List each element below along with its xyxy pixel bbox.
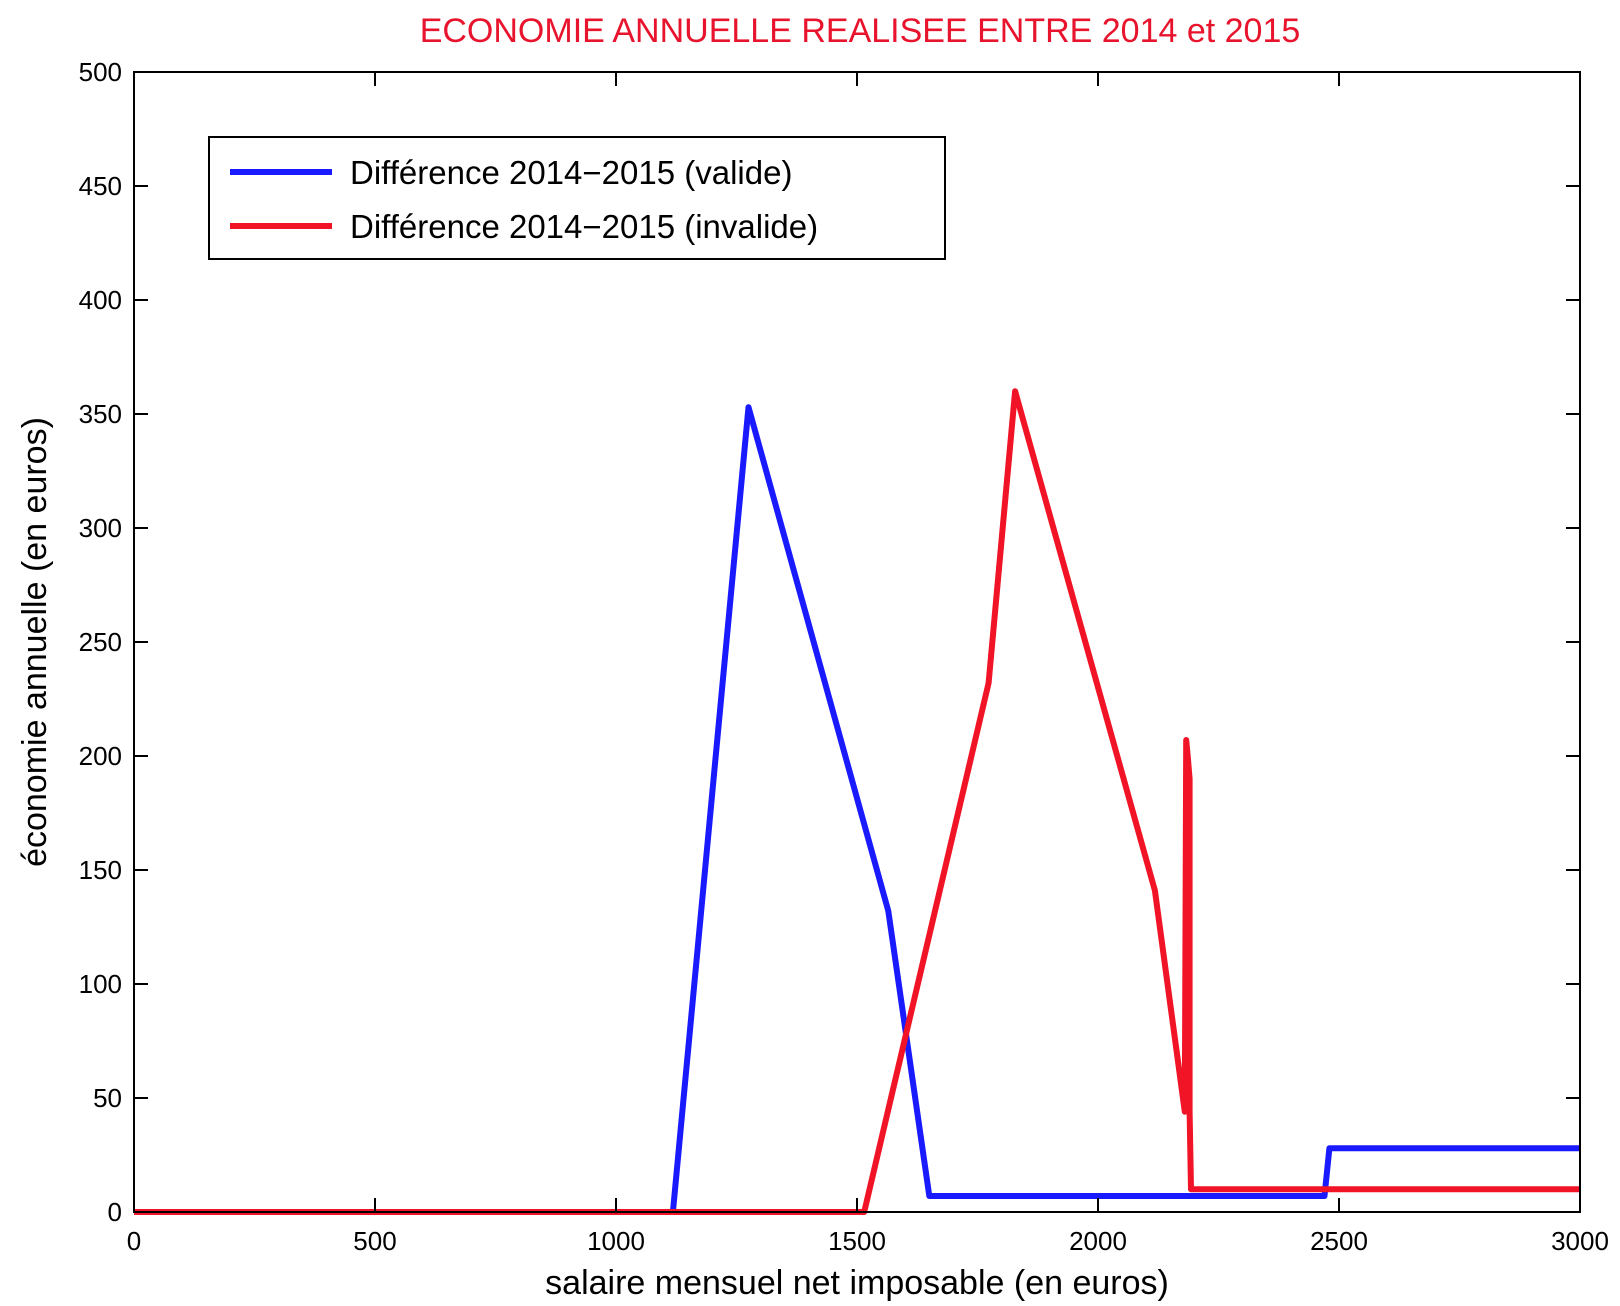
legend: Différence 2014−2015 (valide) Différence… — [208, 136, 946, 260]
axis-ticks: 0 500 1000 1500 2000 2500 3000 0 50 100 150 200 250 3… — [79, 57, 1609, 1256]
y-tick-label: 100 — [79, 969, 122, 999]
x-tick-label: 0 — [127, 1226, 141, 1256]
y-tick-label: 0 — [108, 1197, 122, 1227]
y-tick-label: 400 — [79, 285, 122, 315]
x-tick-label: 3000 — [1551, 1226, 1609, 1256]
y-tick-label: 200 — [79, 741, 122, 771]
legend-box — [208, 136, 946, 260]
y-tick-label: 50 — [93, 1083, 122, 1113]
x-tick-label: 500 — [353, 1226, 396, 1256]
legend-label-invalide: Différence 2014−2015 (invalide) — [350, 208, 818, 245]
x-axis-label: salaire mensuel net imposable (en euros) — [545, 1264, 1169, 1302]
y-tick-label: 300 — [79, 513, 122, 543]
y-tick-label: 150 — [79, 855, 122, 885]
y-tick-label: 250 — [79, 627, 122, 657]
chart-title: ECONOMIE ANNUELLE REALISEE ENTRE 2014 et… — [420, 12, 1301, 50]
y-axis-label: économie annuelle (en euros) — [16, 417, 54, 867]
x-tick-label: 1500 — [828, 1226, 886, 1256]
x-tick-label: 2000 — [1069, 1226, 1127, 1256]
series-line-valide — [134, 404, 1580, 1215]
x-tick-label: 1000 — [587, 1226, 645, 1256]
legend-label-valide: Différence 2014−2015 (valide) — [350, 154, 792, 191]
y-tick-label: 450 — [79, 171, 122, 201]
series-layer — [134, 388, 1580, 1215]
y-tick-label: 350 — [79, 399, 122, 429]
y-tick-label: 500 — [79, 57, 122, 87]
x-tick-label: 2500 — [1310, 1226, 1368, 1256]
series-line-invalide — [134, 388, 1580, 1215]
